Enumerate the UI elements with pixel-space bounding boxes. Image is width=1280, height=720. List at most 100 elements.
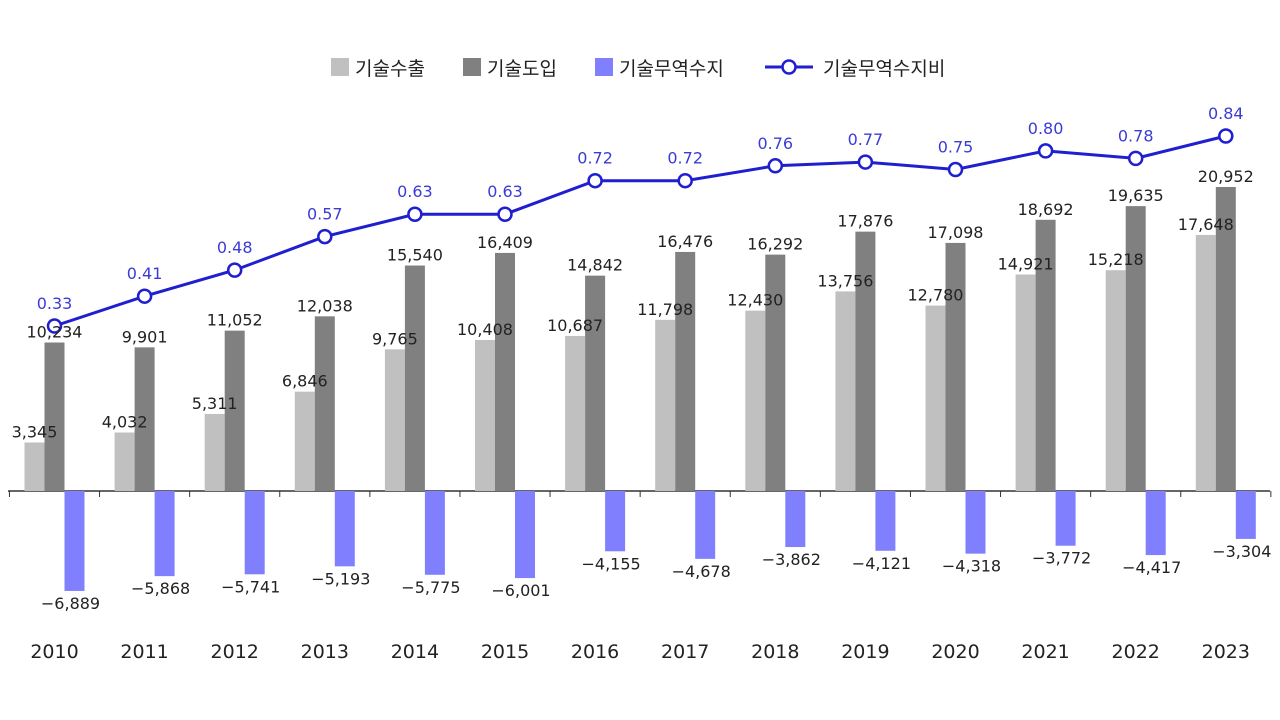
legend-swatch-ratio-marker	[781, 59, 797, 75]
import-value-label: 12,038	[297, 296, 353, 315]
bar-balance	[785, 491, 806, 548]
bar-export	[1105, 270, 1126, 491]
import-value-label: 16,476	[657, 232, 713, 251]
legend-swatch-export	[331, 58, 349, 76]
bar-balance	[965, 491, 986, 554]
export-value-label: 11,798	[637, 300, 693, 319]
ratio-value-label: 0.63	[487, 182, 523, 201]
ratio-value-label: 0.75	[938, 138, 974, 157]
import-value-label: 15,540	[387, 246, 443, 265]
bar-import	[585, 275, 606, 491]
bar-export	[114, 432, 135, 491]
year-labels: 2010 2011 2012 2013 2014 2015 2016 2017 2018 2019…	[30, 641, 1250, 663]
export-value-label: 10,687	[547, 316, 603, 335]
bar-import	[945, 242, 966, 491]
export-value-label: 17,648	[1178, 215, 1234, 234]
bar-export	[655, 319, 676, 491]
year-label: 2015	[481, 641, 529, 663]
ratio-value-label: 0.72	[667, 149, 703, 168]
bar-import	[1035, 219, 1056, 491]
bar-import	[224, 330, 245, 491]
balance-value-label: −6,889	[41, 594, 100, 613]
bar-export	[565, 335, 586, 491]
balance-value-label: −3,772	[1032, 549, 1091, 568]
balance-value-label: −6,001	[491, 581, 550, 600]
bar-import	[1125, 206, 1146, 491]
ratio-point	[226, 262, 243, 278]
legend-label-balance: 기술무역수지	[619, 58, 724, 80]
ratio-point	[46, 318, 63, 334]
bar-balance	[334, 491, 355, 567]
legend-label-export: 기술수출	[355, 58, 425, 80]
ratio-point	[317, 228, 333, 245]
balance-value-label: −4,155	[581, 554, 640, 573]
export-value-label: 13,756	[817, 271, 873, 290]
bar-export	[204, 413, 225, 491]
year-label: 2023	[1202, 641, 1250, 663]
year-label: 2020	[931, 641, 979, 663]
ratio-line	[54, 134, 1227, 328]
year-label: 2021	[1021, 641, 1069, 663]
legend-swatch-import	[463, 58, 481, 76]
export-value-label: 9,765	[372, 329, 418, 348]
ratio-point	[587, 172, 603, 189]
import-value-label: 17,098	[928, 223, 984, 242]
ratio-value-label: 0.84	[1208, 104, 1244, 123]
bar-balance	[1055, 491, 1076, 546]
export-value-label: 3,345	[12, 422, 58, 441]
ratio-point	[497, 206, 513, 222]
ratio-point	[1218, 128, 1234, 144]
import-value-label: 16,292	[747, 235, 803, 254]
import-value-label: 11,052	[207, 311, 263, 330]
import-value-label: 18,692	[1018, 200, 1074, 219]
year-label: 2022	[1112, 641, 1160, 663]
year-label: 2018	[751, 641, 799, 663]
balance-value-label: −4,121	[852, 554, 911, 573]
bar-balance	[64, 491, 85, 591]
ratio-value-label: 0.80	[1028, 119, 1064, 138]
ratio-value-label: 0.78	[1118, 126, 1154, 145]
ratio-value-label: 0.41	[127, 264, 163, 283]
export-value-label: 12,780	[908, 286, 964, 305]
value-labels: 3,345 10,234 −6,889 4,032 9,901 −5,868 5,311 11…	[12, 104, 1272, 613]
bar-balance	[1235, 491, 1256, 539]
year-label: 2014	[391, 641, 439, 663]
bar-export	[925, 305, 946, 491]
bar-import	[134, 347, 155, 491]
ratio-value-label: 0.63	[397, 182, 433, 201]
bar-export	[384, 349, 405, 491]
ratio-point	[677, 172, 693, 189]
ratio-point	[767, 158, 784, 174]
year-label: 2011	[120, 641, 168, 663]
import-value-label: 20,952	[1198, 167, 1254, 186]
bar-export	[294, 391, 315, 491]
export-value-label: 12,430	[727, 291, 783, 310]
year-label: 2019	[841, 641, 889, 663]
export-value-label: 6,846	[282, 372, 328, 391]
bars-group	[24, 187, 1256, 591]
import-value-label: 14,842	[567, 256, 623, 275]
bar-export	[1195, 234, 1216, 491]
bar-balance	[605, 491, 626, 552]
balance-value-label: −5,193	[311, 569, 370, 588]
bar-balance	[695, 491, 716, 559]
year-label: 2012	[211, 641, 259, 663]
export-value-label: 4,032	[102, 412, 148, 431]
bar-balance	[154, 491, 175, 577]
ratio-value-label: 0.33	[37, 294, 73, 313]
ratio-point	[1127, 150, 1144, 167]
import-value-label: 10,234	[27, 323, 83, 342]
export-value-label: 10,408	[457, 320, 513, 339]
import-value-label: 17,876	[837, 212, 893, 231]
balance-value-label: −5,741	[221, 577, 280, 596]
ratio-value-label: 0.76	[757, 134, 793, 153]
bar-balance	[515, 491, 535, 579]
bar-import	[855, 231, 876, 491]
bar-export	[1015, 274, 1036, 491]
legend-label-ratio: 기술무역수지비	[823, 58, 945, 80]
balance-value-label: −5,868	[131, 579, 190, 598]
import-value-label: 9,901	[122, 327, 168, 346]
year-label: 2016	[571, 641, 619, 663]
balance-value-label: −5,775	[401, 578, 460, 597]
